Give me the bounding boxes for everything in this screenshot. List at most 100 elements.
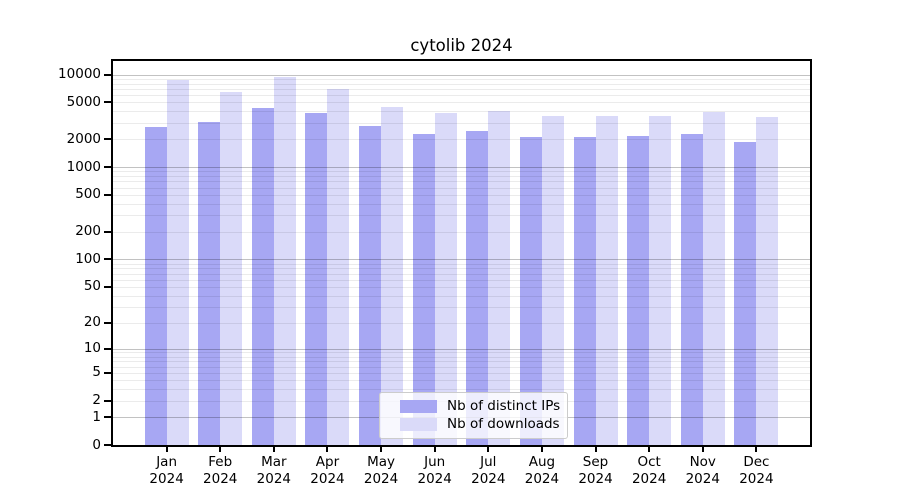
minor-gridline	[113, 95, 810, 97]
minor-gridline	[113, 176, 810, 178]
y-tick-mark	[104, 285, 112, 288]
y-tick-mark	[104, 347, 112, 350]
legend: Nb of distinct IPs Nb of downloads	[379, 392, 569, 439]
y-tick-mark	[104, 258, 112, 261]
minor-gridline	[113, 83, 810, 85]
minor-gridline	[113, 295, 810, 297]
y-tick-mark	[104, 166, 112, 169]
x-tick-mark	[594, 447, 597, 452]
bar-downloads-oct	[649, 115, 672, 445]
major-gridline	[113, 259, 810, 261]
x-tick-mark	[433, 447, 436, 452]
major-gridline	[113, 348, 810, 350]
y-tick-label: 50	[83, 278, 101, 295]
minor-gridline	[113, 139, 810, 141]
minor-gridline	[113, 171, 810, 173]
x-tick-mark	[755, 447, 758, 452]
minor-gridline	[113, 361, 810, 363]
bar-distinct-ips-sep	[573, 137, 596, 445]
bar-distinct-ips-may	[359, 125, 382, 445]
x-tick-mark	[326, 447, 329, 452]
x-tick-label: Jan 2024	[149, 454, 184, 487]
minor-gridline	[113, 372, 810, 374]
y-tick-mark	[104, 371, 112, 374]
legend-item-distinct-ips: Nb of distinct IPs	[400, 398, 560, 415]
minor-gridline	[113, 187, 810, 189]
y-tick-label: 200	[75, 223, 101, 240]
y-tick-mark	[104, 230, 112, 233]
legend-swatch-distinct-ips	[400, 400, 437, 413]
legend-label-downloads: Nb of downloads	[447, 416, 560, 432]
x-tick-label: Apr 2024	[310, 454, 345, 487]
x-tick-mark	[540, 447, 543, 452]
x-tick-mark	[487, 447, 490, 452]
bar-distinct-ips-jul	[466, 131, 489, 445]
x-tick-label: May 2024	[363, 454, 399, 487]
minor-gridline	[113, 356, 810, 358]
y-tick-mark	[104, 193, 112, 196]
major-gridline	[113, 167, 810, 169]
bar-downloads-feb	[220, 91, 243, 445]
y-tick-mark	[104, 101, 112, 104]
bar-downloads-aug	[541, 115, 564, 445]
y-tick-mark	[104, 444, 112, 446]
bar-distinct-ips-feb	[198, 121, 221, 445]
bar-downloads-jan	[166, 79, 189, 445]
minor-gridline	[113, 231, 810, 233]
bar-downloads-sep	[595, 115, 618, 445]
minor-gridline	[113, 111, 810, 113]
chart-title: cytolib 2024	[410, 36, 513, 55]
y-tick-label: 20	[83, 314, 101, 331]
y-tick-label: 5000	[66, 93, 101, 110]
y-tick-label: 2000	[66, 130, 101, 147]
major-gridline	[113, 74, 810, 76]
y-tick-label: 500	[75, 186, 101, 203]
x-tick-mark	[165, 447, 168, 452]
y-tick-label: 2	[92, 392, 101, 409]
minor-gridline	[113, 268, 810, 270]
y-tick-label: 0	[92, 436, 101, 453]
y-tick-mark	[104, 416, 112, 419]
bar-distinct-ips-mar	[251, 107, 274, 445]
y-tick-label: 1000	[66, 158, 101, 175]
y-tick-label: 1	[92, 408, 101, 425]
bar-distinct-ips-apr	[305, 112, 328, 445]
bar-distinct-ips-dec	[734, 141, 757, 445]
x-tick-label: Aug 2024	[524, 454, 560, 487]
x-tick-label: Dec 2024	[739, 454, 774, 487]
minor-gridline	[113, 194, 810, 196]
plot-area	[111, 59, 812, 447]
minor-gridline	[113, 273, 810, 275]
bar-downloads-apr	[327, 89, 350, 445]
bar-downloads-dec	[756, 116, 779, 445]
minor-gridline	[113, 215, 810, 217]
x-tick-label: Feb 2024	[203, 454, 238, 487]
x-tick-label: Mar 2024	[256, 454, 292, 487]
x-tick-label: Jun 2024	[417, 454, 452, 487]
bar-downloads-nov	[702, 111, 725, 445]
y-tick-label: 10	[83, 340, 101, 357]
minor-gridline	[113, 122, 810, 124]
x-tick-mark	[648, 447, 651, 452]
minor-gridline	[113, 389, 810, 391]
legend-swatch-downloads	[400, 418, 437, 431]
bar-distinct-ips-oct	[627, 136, 650, 445]
minor-gridline	[113, 306, 810, 308]
minor-gridline	[113, 263, 810, 265]
y-tick-label: 5	[92, 364, 101, 381]
x-tick-mark	[272, 447, 275, 452]
x-tick-label: Oct 2024	[631, 454, 667, 487]
y-tick-label: 10000	[58, 66, 101, 83]
minor-gridline	[113, 78, 810, 80]
legend-item-downloads: Nb of downloads	[400, 416, 560, 433]
minor-gridline	[113, 181, 810, 183]
minor-gridline	[113, 366, 810, 368]
legend-label-distinct-ips: Nb of distinct IPs	[447, 398, 561, 414]
y-tick-mark	[104, 73, 112, 76]
minor-gridline	[113, 102, 810, 104]
y-tick-mark	[104, 321, 112, 324]
